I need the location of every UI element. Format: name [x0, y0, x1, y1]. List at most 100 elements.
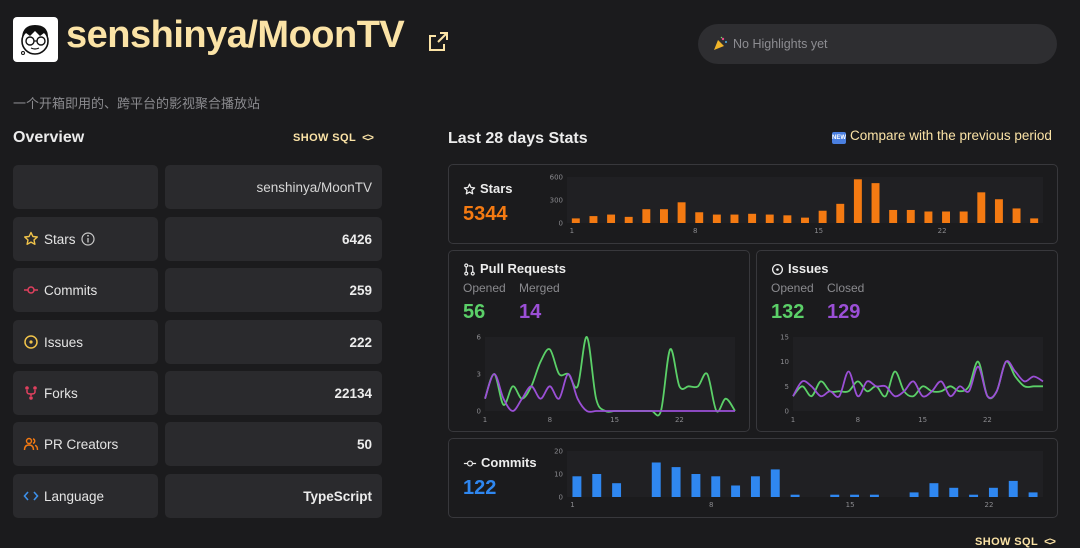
stars-total: 5344 — [463, 203, 508, 225]
bar — [959, 211, 968, 223]
overview-label-language: Language — [13, 474, 158, 518]
highlights-bar[interactable]: No Highlights yet — [698, 24, 1057, 64]
bar — [988, 487, 998, 497]
bar — [783, 215, 792, 223]
x-tick-label: 1 — [570, 227, 574, 235]
overview-repo-cell: senshinya/MoonTV — [165, 165, 382, 209]
bar — [853, 179, 862, 223]
issues-closed-label: Closed — [827, 281, 865, 295]
bar — [571, 218, 580, 223]
bar — [909, 492, 919, 497]
issues-title-text: Issues — [788, 261, 829, 276]
x-tick-label: 8 — [548, 416, 552, 424]
forks-label: Forks — [44, 386, 78, 401]
pull-request-icon — [463, 263, 476, 279]
overview-title: Overview — [13, 129, 85, 146]
series-line-closed — [792, 360, 1044, 399]
pull-requests-panel-title: Pull Requests — [463, 261, 566, 279]
bar — [949, 487, 959, 497]
pull-requests-title-text: Pull Requests — [480, 261, 566, 276]
overview-label-commits: Commits — [13, 268, 158, 312]
y-tick-label: 0 — [559, 220, 563, 228]
y-tick-label: 10 — [554, 471, 563, 479]
overview-label-forks: Forks — [13, 371, 158, 415]
bar — [1030, 218, 1039, 223]
pr-creators-label: PR Creators — [44, 437, 119, 452]
issues-label: Issues — [44, 335, 84, 350]
issue-icon — [23, 334, 39, 350]
y-tick-label: 10 — [780, 358, 789, 366]
bar — [889, 209, 898, 223]
y-tick-label: 300 — [550, 197, 563, 205]
bar — [929, 483, 939, 497]
overview-value-pr-creators: 50 — [165, 422, 382, 466]
y-tick-label: 6 — [477, 334, 482, 342]
bar — [677, 202, 686, 223]
pr-merged-value: 14 — [519, 301, 542, 323]
y-tick-label: 0 — [477, 408, 481, 416]
bar — [850, 494, 860, 497]
forks-value: 22134 — [334, 386, 372, 401]
commit-outline-icon — [463, 457, 477, 473]
repo-description: 一个开箱即用的、跨平台的影视聚合播放站 — [13, 96, 261, 111]
overview-show-sql-button[interactable]: SHOW SQL <> — [293, 132, 374, 144]
pr-creators-value: 50 — [356, 437, 372, 452]
stars-panel-title: Stars — [463, 181, 513, 199]
y-tick-label: 5 — [785, 383, 789, 391]
external-link-icon[interactable] — [426, 30, 450, 54]
commits-panel-title: Commits — [463, 455, 537, 473]
overview-label-stars: Stars — [13, 217, 158, 261]
commits-title-text: Commits — [481, 455, 537, 470]
bar — [750, 476, 760, 497]
commits-value: 259 — [349, 283, 372, 298]
language-value: TypeScript — [303, 489, 372, 504]
x-tick-label: 15 — [846, 501, 855, 509]
bar — [691, 474, 701, 497]
bar — [942, 211, 951, 223]
show-sql-label: SHOW SQL — [293, 132, 357, 144]
issues-line-chart: 0 5 10 15 1 8 15 22 — [780, 334, 1044, 424]
overview-value-forks: 22134 — [165, 371, 382, 415]
repo-title[interactable]: senshinya/MoonTV — [66, 14, 405, 56]
pull-requests-panel: Pull Requests Opened Merged 56 14 0 3 6 1 8 1… — [448, 250, 750, 432]
info-icon[interactable] — [80, 232, 95, 249]
new-badge-icon: NEW — [832, 132, 846, 144]
highlights-text: No Highlights yet — [733, 37, 828, 51]
overview-label-issues: Issues — [13, 320, 158, 364]
stars-panel-title-text: Stars — [480, 181, 513, 196]
overview-label-pr-creators: PR Creators — [13, 422, 158, 466]
overview-repo-name: senshinya/MoonTV — [256, 180, 372, 195]
y-tick-label: 0 — [785, 408, 789, 416]
issues-panel-title: Issues — [771, 261, 828, 279]
x-tick-label: 8 — [693, 227, 697, 235]
bar — [994, 199, 1003, 223]
bar — [572, 476, 582, 497]
bar — [836, 203, 845, 223]
bar — [651, 462, 661, 497]
overview-value-commits: 259 — [165, 268, 382, 312]
stars-value: 6426 — [341, 232, 372, 247]
pr-opened-value: 56 — [463, 301, 486, 323]
bar — [607, 214, 616, 223]
bar — [906, 209, 915, 223]
stars-label: Stars — [44, 232, 76, 247]
stats-show-sql-button[interactable]: SHOW SQL <> — [975, 536, 1056, 548]
bar — [711, 476, 721, 497]
x-tick-label: 22 — [675, 416, 684, 424]
x-tick-label: 1 — [483, 416, 487, 424]
commits-label: Commits — [44, 283, 98, 298]
party-popper-icon — [712, 36, 728, 52]
overview-empty-cell — [13, 165, 158, 209]
x-tick-label: 15 — [918, 416, 927, 424]
x-tick-label: 8 — [709, 501, 713, 509]
stats-title: Last 28 days Stats — [448, 130, 588, 147]
y-tick-label: 20 — [554, 448, 563, 456]
compare-previous-period-button[interactable]: NEW Compare with the previous period — [832, 128, 1052, 144]
language-label: Language — [44, 489, 105, 504]
bar — [592, 474, 602, 497]
bar — [790, 494, 800, 497]
x-tick-label: 1 — [791, 416, 795, 424]
pr-merged-label: Merged — [519, 281, 560, 295]
bar — [731, 485, 741, 497]
stars-panel: Stars 5344 0 300 600 1 8 15 22 — [448, 164, 1058, 244]
